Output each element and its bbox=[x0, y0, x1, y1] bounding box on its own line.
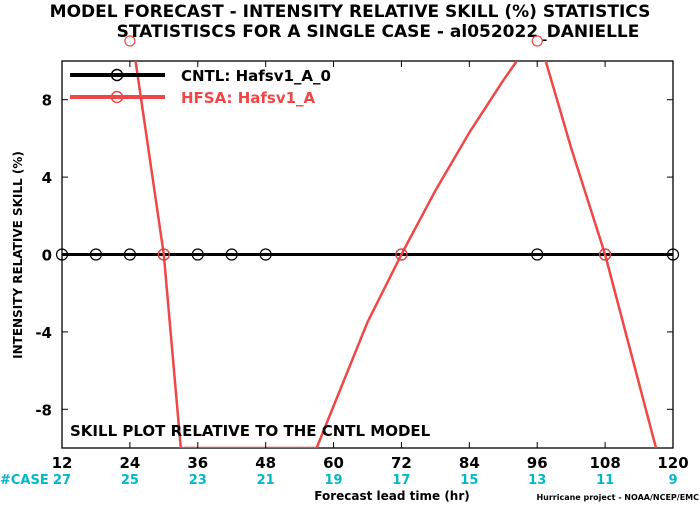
x-tick-label: 60 bbox=[323, 454, 344, 472]
x-axis-label: Forecast lead time (hr) bbox=[314, 489, 470, 503]
case-count: 19 bbox=[325, 473, 343, 488]
legend-marker-cntl bbox=[110, 68, 124, 82]
case-count: 17 bbox=[392, 473, 410, 488]
hfsa-offscale-marker bbox=[531, 35, 543, 47]
cntl-marker bbox=[225, 248, 238, 261]
x-tick-label: 96 bbox=[527, 454, 548, 472]
cntl-marker bbox=[259, 248, 272, 261]
case-count: 25 bbox=[121, 473, 139, 488]
y-tick-label: 8 bbox=[42, 92, 52, 110]
case-row-label: #CASE bbox=[0, 473, 49, 488]
chart-subtitle: STATISTISCS FOR A SINGLE CASE - al052022… bbox=[117, 22, 640, 42]
y-tick-label: 4 bbox=[42, 169, 52, 187]
x-tick-label: 84 bbox=[459, 454, 480, 472]
y-axis-label: INTENSITY RELATIVE SKILL (%) bbox=[11, 151, 25, 359]
hfsa-marker bbox=[599, 248, 612, 261]
case-count: 13 bbox=[528, 473, 546, 488]
case-count: 9 bbox=[668, 473, 677, 488]
cntl-marker bbox=[531, 248, 544, 261]
hfsa-marker bbox=[395, 248, 408, 261]
case-count: 27 bbox=[53, 473, 71, 488]
credit-text: Hurricane project - NOAA/NCEP/EMC bbox=[536, 493, 699, 502]
x-tick-label: 108 bbox=[589, 454, 620, 472]
y-tick-label: 0 bbox=[42, 247, 52, 265]
case-count: 23 bbox=[189, 473, 207, 488]
cntl-marker bbox=[89, 248, 103, 261]
cntl-marker bbox=[191, 248, 204, 261]
hfsa-offscale-marker bbox=[124, 35, 136, 47]
case-count: 11 bbox=[596, 473, 614, 488]
x-tick-label: 48 bbox=[255, 454, 276, 472]
x-tick-label: 72 bbox=[391, 454, 412, 472]
legend-label-hfsa: HFSA: Hafsv1_A bbox=[181, 89, 316, 107]
case-count: 21 bbox=[257, 473, 275, 488]
hfsa-series-line bbox=[134, 61, 658, 448]
y-tick-label: -8 bbox=[35, 401, 52, 419]
legend: CNTL: Hafsv1_A_0 HFSA: Hafsv1_A bbox=[70, 67, 331, 107]
x-tick-label: 36 bbox=[187, 454, 208, 472]
x-tick-label: 120 bbox=[657, 454, 688, 472]
x-tick-label: 12 bbox=[52, 454, 73, 472]
hfsa-marker bbox=[157, 248, 170, 261]
skill-annotation: SKILL PLOT RELATIVE TO THE CNTL MODEL bbox=[70, 422, 431, 440]
legend-marker-hfsa bbox=[110, 90, 124, 104]
legend-label-cntl: CNTL: Hafsv1_A_0 bbox=[181, 67, 331, 85]
y-tick-label: -4 bbox=[35, 324, 52, 342]
cntl-marker bbox=[123, 248, 136, 261]
chart-title: MODEL FORECAST - INTENSITY RELATIVE SKIL… bbox=[50, 2, 651, 22]
case-count: 15 bbox=[460, 473, 478, 488]
x-tick-label: 24 bbox=[119, 454, 140, 472]
